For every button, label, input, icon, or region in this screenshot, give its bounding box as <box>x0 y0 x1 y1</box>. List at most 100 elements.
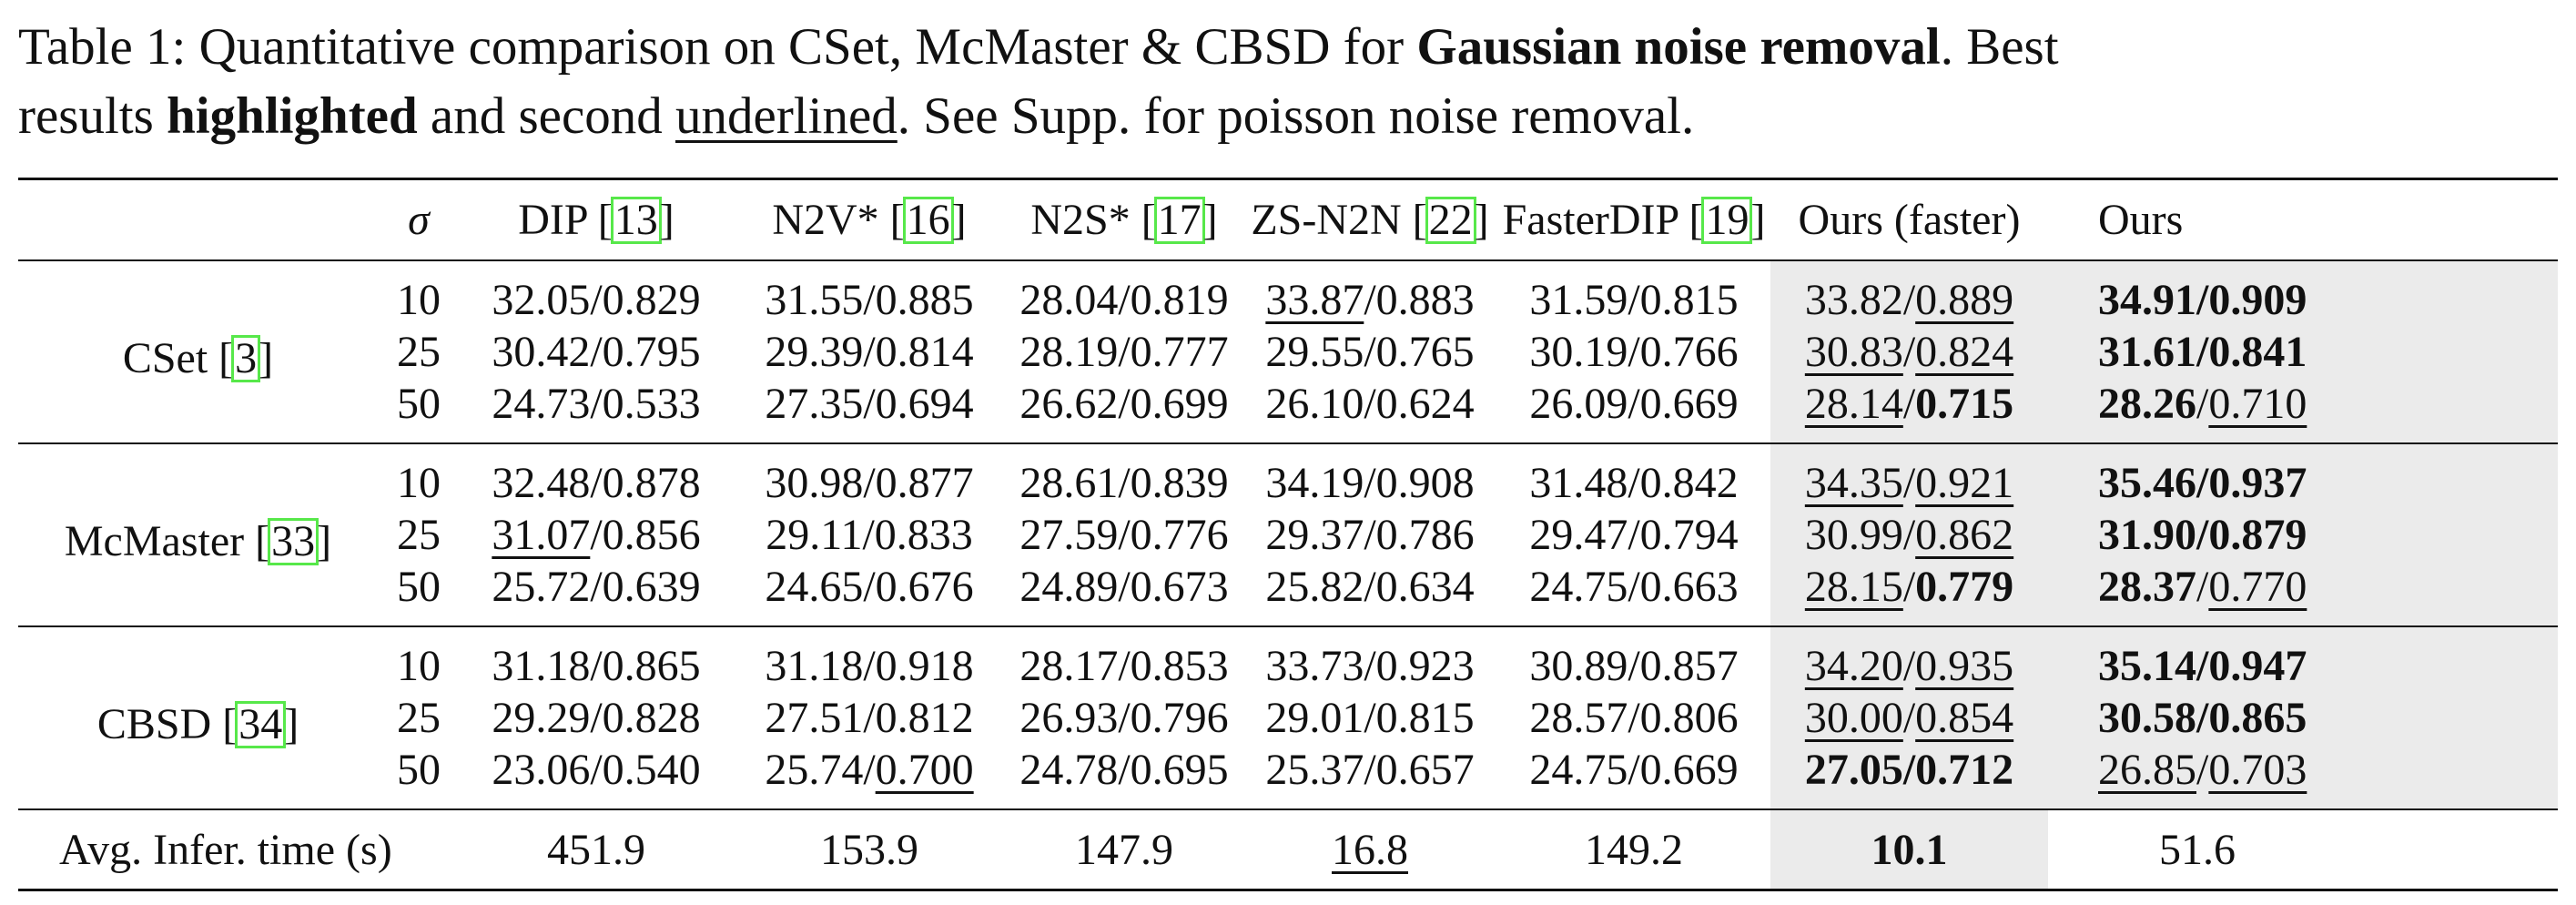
psnr-value: 31.07 <box>492 511 591 559</box>
ssim-value: 0.703 <box>2208 746 2307 794</box>
citation-ref[interactable]: 22 <box>1425 196 1476 244</box>
inference-time-value: 147.9 <box>1075 825 1173 874</box>
ssim-value: 0.765 <box>1375 328 1475 376</box>
ssim-value: 0.878 <box>602 459 701 507</box>
metric-cell: 29.39/0.814 <box>733 326 1006 378</box>
separator: / <box>2196 380 2209 428</box>
metric-cell: 26.85/0.703 <box>2048 744 2558 809</box>
table-row: 50 25.72/0.639 24.65/0.676 24.89/0.673 25.82… <box>18 561 2558 626</box>
separator: / <box>863 642 876 690</box>
psnr-value: 26.09 <box>1529 380 1628 428</box>
metric-cell: 24.89/0.673 <box>1006 561 1242 626</box>
ssim-value: 0.937 <box>2208 459 2307 507</box>
ssim-value: 0.862 <box>1915 511 2014 559</box>
ssim-value: 0.828 <box>602 694 701 742</box>
metric-cell: 26.62/0.699 <box>1006 378 1242 443</box>
separator: / <box>863 328 876 376</box>
table-row: CBSD [34] 10 31.18/0.865 31.18/0.918 28.17/0… <box>18 626 2558 748</box>
psnr-value: 27.51 <box>765 694 864 742</box>
psnr-value: 29.29 <box>492 694 591 742</box>
ssim-value: 0.909 <box>2208 276 2307 324</box>
dataset-group: CBSD [34] 10 31.18/0.865 31.18/0.918 28.17/0… <box>18 626 2558 809</box>
metric-cell: 31.90/0.879 <box>2048 509 2558 561</box>
psnr-value: 26.85 <box>2098 746 2196 794</box>
dataset-name: CSet [3] <box>18 260 378 443</box>
separator: / <box>2196 563 2209 611</box>
psnr-value: 29.47 <box>1529 511 1628 559</box>
table-row: 50 23.06/0.540 25.74/0.700 24.78/0.695 25.37… <box>18 744 2558 809</box>
metric-cell: 30.98/0.877 <box>733 443 1006 509</box>
psnr-value: 35.14 <box>2098 642 2196 690</box>
caption-underlined-term: underlined <box>675 87 898 145</box>
metric-cell: 28.17/0.853 <box>1006 626 1242 692</box>
separator: / <box>1902 563 1916 611</box>
metric-cell: 29.11/0.833 <box>733 509 1006 561</box>
ssim-value: 0.918 <box>875 642 974 690</box>
ssim-value: 0.794 <box>1639 511 1739 559</box>
metric-cell: 35.14/0.947 <box>2048 626 2558 692</box>
citation-ref[interactable]: 34 <box>235 700 287 748</box>
metric-cell: 33.73/0.923 <box>1242 626 1497 692</box>
psnr-value: 33.82 <box>1804 276 1903 324</box>
citation-ref[interactable]: 16 <box>902 196 954 244</box>
caption-line-1: Table 1: Quantitative comparison on CSet… <box>18 18 2059 76</box>
metric-cell: 28.26/0.710 <box>2048 378 2558 443</box>
metric-cell: 28.19/0.777 <box>1006 326 1242 378</box>
citation-ref[interactable]: 3 <box>231 334 261 382</box>
ssim-value: 0.663 <box>1639 563 1739 611</box>
metric-cell: 29.47/0.794 <box>1497 509 1770 561</box>
psnr-value: 24.78 <box>1019 746 1119 794</box>
psnr-value: 30.00 <box>1804 694 1903 742</box>
separator: / <box>1628 276 1640 324</box>
separator: / <box>590 459 603 507</box>
psnr-value: 31.90 <box>2098 511 2196 559</box>
citation-ref[interactable]: 13 <box>610 196 662 244</box>
sigma-value: 10 <box>397 642 441 690</box>
separator: / <box>1628 694 1640 742</box>
separator: / <box>590 380 603 428</box>
psnr-value: 34.20 <box>1804 642 1903 690</box>
header-sigma: σ <box>408 196 430 244</box>
psnr-value: 26.10 <box>1265 380 1364 428</box>
psnr-value: 24.65 <box>765 563 864 611</box>
separator: / <box>1364 746 1376 794</box>
psnr-value: 30.42 <box>492 328 591 376</box>
psnr-value: 34.91 <box>2098 276 2196 324</box>
ssim-value: 0.624 <box>1375 380 1475 428</box>
inference-time-value: 51.6 <box>2159 825 2236 874</box>
citation-ref[interactable]: 19 <box>1701 196 1753 244</box>
citation-ref[interactable]: 33 <box>268 517 319 565</box>
dataset-label-close: ] <box>284 700 299 748</box>
psnr-value: 25.37 <box>1265 746 1364 794</box>
ssim-value: 0.935 <box>1915 642 2014 690</box>
ssim-value: 0.786 <box>1375 511 1475 559</box>
ssim-value: 0.694 <box>875 380 974 428</box>
psnr-value: 30.58 <box>2098 694 2196 742</box>
dataset-label: CBSD [ <box>96 700 238 748</box>
inference-time-value: 451.9 <box>547 825 645 874</box>
separator: / <box>1628 380 1640 428</box>
metric-cell: 27.35/0.694 <box>733 378 1006 443</box>
separator: / <box>2196 511 2209 559</box>
inference-time-cell: 16.8 <box>1242 809 1497 890</box>
metric-cell: 31.07/0.856 <box>460 509 733 561</box>
separator: / <box>863 459 876 507</box>
ssim-value: 0.908 <box>1375 459 1475 507</box>
psnr-value: 28.57 <box>1529 694 1628 742</box>
separator: / <box>1118 511 1131 559</box>
psnr-value: 32.48 <box>492 459 591 507</box>
metric-cell: 31.48/0.842 <box>1497 443 1770 509</box>
metric-cell: 30.99/0.862 <box>1770 509 2048 561</box>
metric-cell: 25.82/0.634 <box>1242 561 1497 626</box>
separator: / <box>2196 694 2209 742</box>
sigma-value: 25 <box>397 328 441 376</box>
metric-cell: 27.59/0.776 <box>1006 509 1242 561</box>
separator: / <box>1364 642 1376 690</box>
ssim-value: 0.841 <box>2208 328 2307 376</box>
sigma-value: 25 <box>397 694 441 742</box>
separator: / <box>1364 694 1376 742</box>
separator: / <box>1364 511 1376 559</box>
header-method: ZS-N2N [22] <box>1251 196 1489 244</box>
citation-ref[interactable]: 17 <box>1153 196 1205 244</box>
ssim-value: 0.777 <box>1130 328 1229 376</box>
